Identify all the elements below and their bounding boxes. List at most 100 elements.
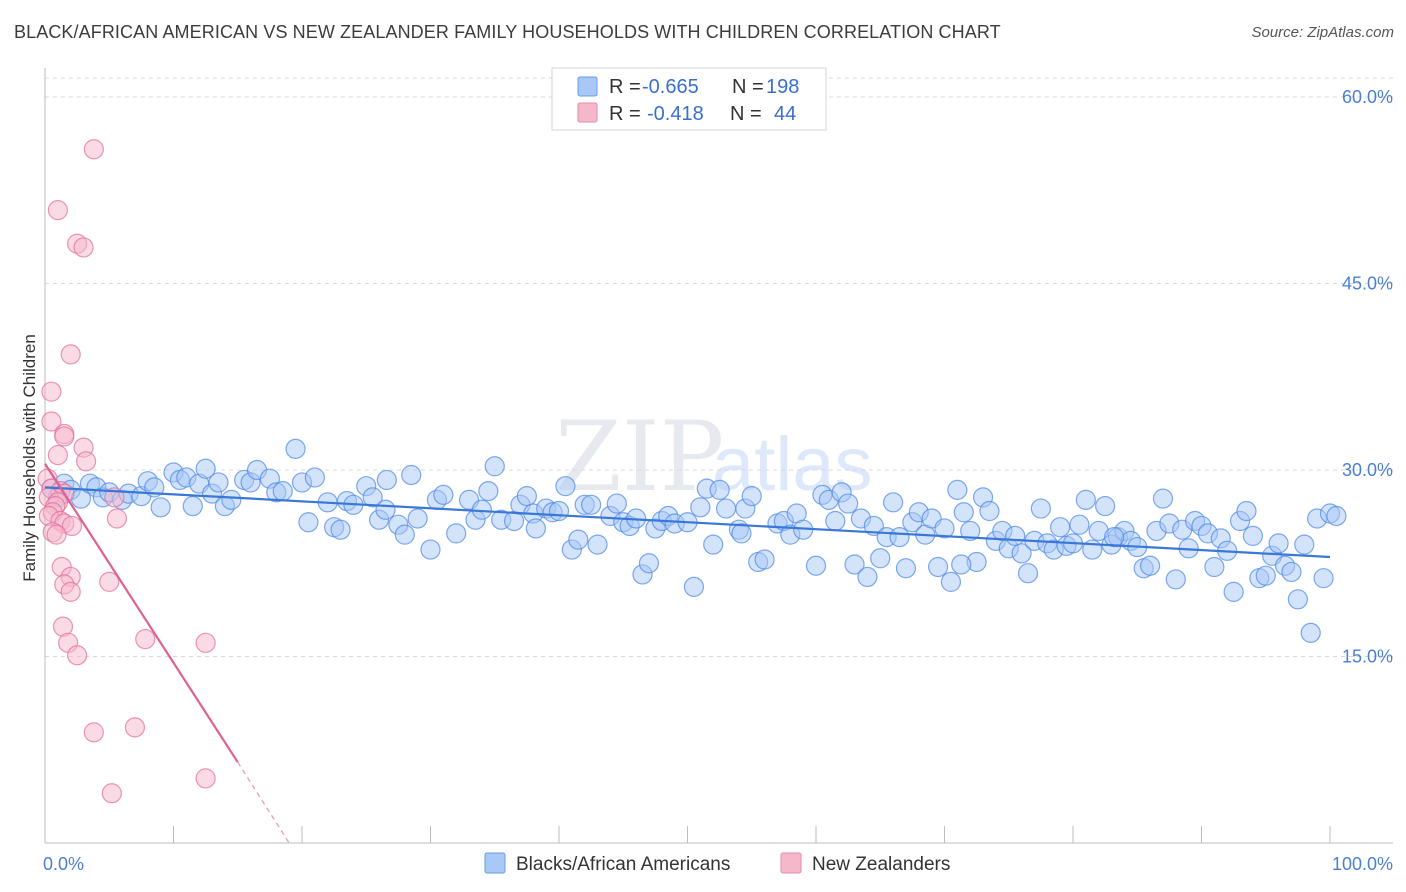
y-tick-label-3: 60.0%: [1342, 87, 1393, 107]
blacks-point-20: [195, 458, 216, 479]
blacks-point-70: [587, 534, 608, 555]
blacks-point-87: [709, 479, 730, 500]
blacks-point-176: [1300, 622, 1321, 643]
nz-point-5: [41, 381, 62, 402]
nz-point-25: [46, 524, 67, 545]
trend-lines: [44, 463, 1331, 844]
blacks-point-67: [568, 529, 589, 550]
blacks-point-104: [838, 493, 859, 514]
blacks-point-155: [1165, 569, 1186, 590]
blacks-point-174: [1287, 589, 1308, 610]
blacks-point-72: [606, 493, 627, 514]
bottom-legend-label-blue: Blacks/African Americans: [516, 854, 730, 875]
blacks-point-108: [863, 515, 884, 537]
blacks-point-18: [182, 495, 203, 517]
blacks-point-141: [1075, 489, 1096, 510]
y-tick-label-2: 45.0%: [1342, 274, 1393, 294]
blacks-point-91: [741, 486, 762, 507]
legend-n-value-1: 198: [766, 76, 799, 98]
blacks-point-22: [208, 472, 229, 493]
legend-box: [551, 67, 827, 131]
legend-r-label-2: R =: [609, 103, 641, 125]
bottom-legend-swatch-pink: [780, 852, 802, 874]
y-tick-labels: 15.0% 30.0% 45.0% 60.0%: [1342, 87, 1393, 667]
blacks-point-119: [934, 518, 955, 539]
x-tick-label-1: 100.0%: [1332, 854, 1393, 874]
blacks-point-132: [1017, 563, 1039, 584]
nz-point-1: [47, 200, 68, 221]
watermark-zip: ZIP: [555, 401, 724, 513]
blacks-point-99: [805, 555, 827, 576]
chart-title: BLACK/AFRICAN AMERICAN VS NEW ZEALANDER …: [14, 22, 1001, 42]
legend-r-value-1: -0.665: [642, 76, 699, 98]
nz-point-0: [83, 139, 104, 160]
bottom-legend: Blacks/African Americans New Zealanders: [484, 852, 950, 875]
blacks-point-14: [150, 497, 171, 518]
blacks-point-112: [889, 527, 910, 548]
axes: [44, 68, 1393, 844]
nz-trend-line: [44, 463, 239, 763]
blacks-point-111: [882, 492, 904, 513]
blacks-point-171: [1268, 533, 1289, 554]
nz-point-32: [99, 571, 120, 593]
blacks-point-88: [715, 498, 737, 519]
blacks-point-131: [1011, 543, 1032, 564]
nz-point-6: [41, 411, 62, 432]
y-axis-label: Family Households with Children: [20, 334, 39, 582]
blacks-point-169: [1255, 565, 1276, 586]
blacks-point-60: [516, 486, 537, 507]
blacks-point-30: [272, 481, 293, 502]
blacks-point-109: [870, 548, 891, 569]
blacks-point-183: [731, 523, 752, 544]
legend-r-label-1: R =: [609, 76, 641, 98]
nz-point-37: [67, 645, 88, 666]
blacks-point-33: [304, 467, 325, 488]
bottom-legend-label-pink: New Zealanders: [812, 854, 950, 875]
blacks-point-77: [638, 553, 660, 574]
blacks-point-153: [1152, 488, 1174, 509]
blacks-point-144: [1095, 495, 1116, 517]
nz-point-11: [76, 451, 97, 472]
blacks-point-69: [581, 494, 602, 515]
blacks-point-47: [407, 508, 428, 529]
blacks-point-120: [940, 571, 962, 593]
blacks-point-55: [478, 481, 499, 502]
x-tick-label-0: 0.0%: [43, 854, 84, 874]
blacks-point-45: [394, 524, 415, 545]
legend: R = -0.665 N = 198 R = -0.418 N = 44: [551, 67, 827, 131]
bottom-legend-swatch-blue: [484, 852, 506, 874]
blacks-point-182: [525, 518, 546, 539]
blacks-point-180: [1326, 505, 1347, 527]
blacks-point-107: [857, 566, 878, 588]
y-tick-label-0: 15.0%: [1342, 647, 1393, 667]
grid-lines: [45, 77, 1393, 657]
nz-point-4: [60, 344, 81, 365]
nz-trend-line-extension: [237, 761, 290, 844]
blacks-point-102: [825, 510, 846, 532]
blacks-point-48: [420, 539, 441, 560]
blacks-point-118: [927, 556, 949, 578]
legend-r-value-2: -0.418: [647, 103, 704, 125]
blacks-point-65: [555, 476, 576, 497]
nz-point-41: [101, 783, 122, 804]
legend-n-label-1: N =: [732, 76, 764, 98]
blacks-point-126: [979, 500, 1000, 522]
blacks-point-83: [683, 576, 705, 597]
blacks-point-46: [401, 464, 422, 486]
blacks-point-56: [484, 456, 505, 477]
blacks-point-123: [960, 520, 981, 542]
blacks-point-64: [548, 500, 570, 522]
x-tick-labels: 0.0% 100.0%: [43, 854, 1393, 874]
blacks-point-51: [446, 523, 467, 544]
blacks-point-137: [1050, 517, 1071, 538]
blacks-point-84: [690, 497, 711, 518]
blacks-point-93: [754, 549, 775, 570]
blacks-point-166: [1236, 500, 1257, 522]
nz-point-10: [47, 444, 68, 466]
blacks-point-34: [298, 512, 319, 533]
blacks-point-50: [433, 484, 454, 505]
nz-point-3: [73, 237, 94, 258]
blacks-point-151: [1139, 555, 1161, 576]
nz-point-36: [195, 632, 216, 653]
